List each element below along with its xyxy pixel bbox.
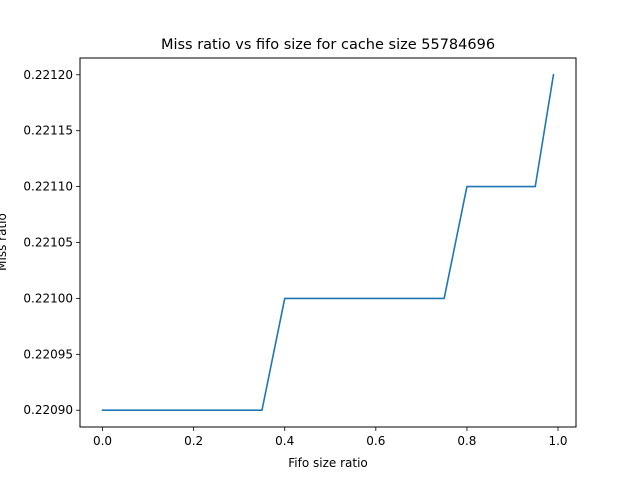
- series-line-0: [101, 73, 555, 412]
- x-tick-label: 1.0: [548, 434, 567, 448]
- x-axis-label: Fifo size ratio: [288, 456, 368, 470]
- y-tick-label: 0.22100: [23, 291, 73, 305]
- y-axis-ticks: 0.22090 0.22095 0.22100 0.22105 0.22110 0.221…: [23, 68, 80, 417]
- x-tick-label: 0.0: [93, 434, 112, 448]
- y-tick-label: 0.22115: [23, 124, 73, 138]
- y-tick-label: 0.22120: [23, 68, 73, 82]
- x-axis-ticks: 0.0 0.2 0.4 0.6 0.8 1.0: [93, 427, 568, 448]
- y-tick-label: 0.22090: [23, 403, 73, 417]
- plot-area: [101, 73, 555, 412]
- x-tick-label: 0.6: [366, 434, 385, 448]
- axes-frame: [79, 57, 577, 428]
- y-tick-label: 0.22110: [23, 180, 73, 194]
- y-tick-label: 0.22095: [23, 347, 73, 361]
- y-axis-label: Miss ratio: [0, 213, 9, 271]
- y-tick-label: 0.22105: [23, 236, 73, 250]
- x-tick-label: 0.4: [275, 434, 294, 448]
- chart-title: Miss ratio vs fifo size for cache size 5…: [161, 37, 495, 53]
- x-tick-label: 0.8: [457, 434, 476, 448]
- x-tick-label: 0.2: [184, 434, 203, 448]
